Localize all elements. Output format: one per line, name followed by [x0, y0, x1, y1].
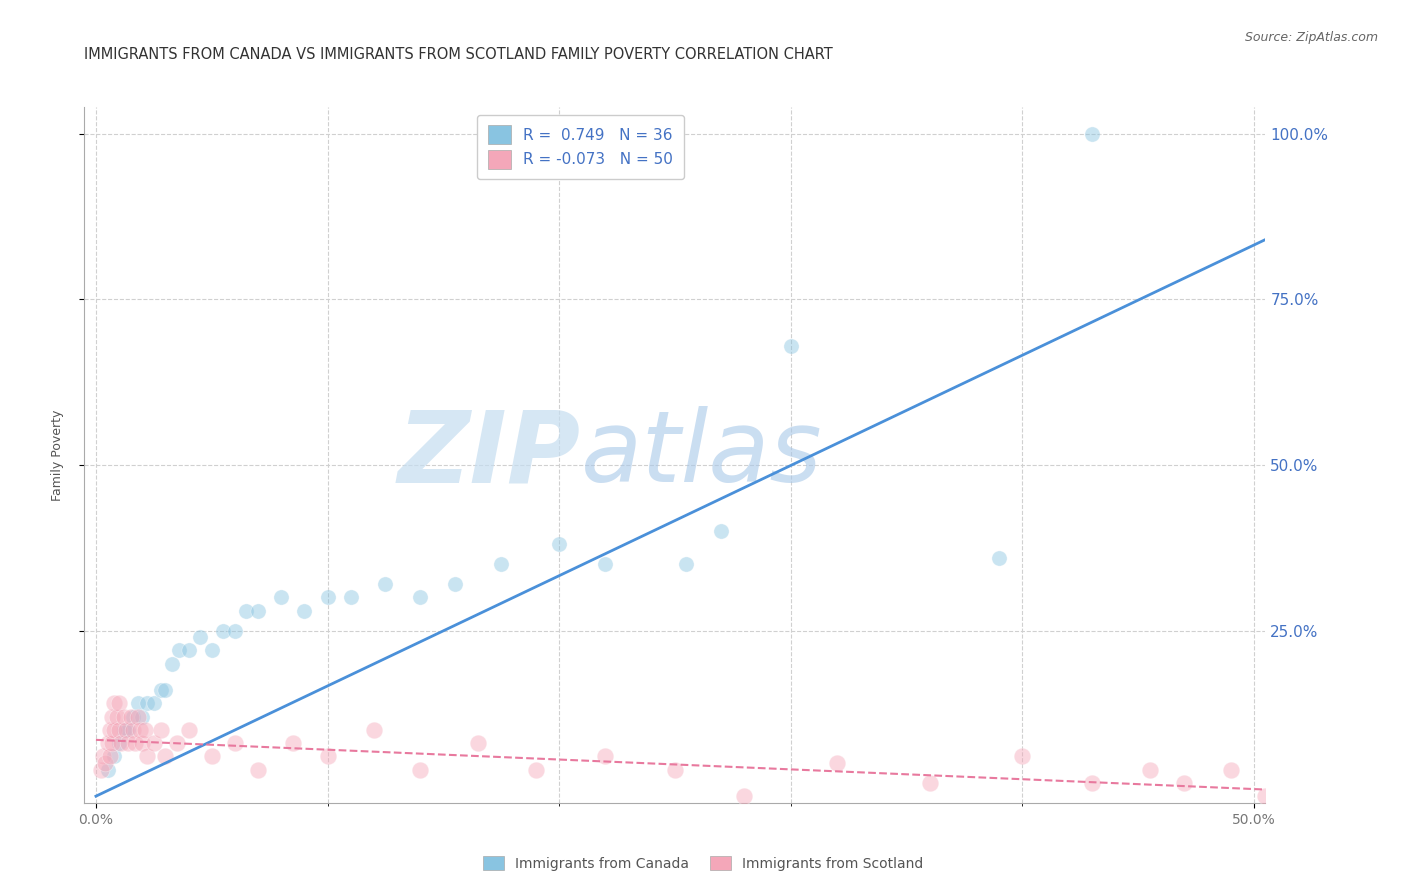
Point: [595, 749, 617, 764]
Point: [134, 723, 156, 737]
Point: [112, 723, 135, 737]
Point: [409, 591, 432, 605]
Point: [489, 558, 512, 572]
Point: [779, 338, 801, 352]
Point: [201, 643, 224, 657]
Point: [103, 697, 125, 711]
Point: [149, 723, 172, 737]
Point: [149, 683, 172, 698]
Point: [110, 736, 132, 750]
Point: [122, 723, 145, 737]
Point: [339, 591, 361, 605]
Point: [177, 643, 200, 657]
Text: atlas: atlas: [581, 407, 823, 503]
Point: [988, 550, 1011, 565]
Point: [108, 736, 131, 750]
Point: [91, 749, 114, 764]
Point: [548, 537, 571, 551]
Point: [1219, 763, 1241, 777]
Point: [1254, 789, 1277, 804]
Point: [224, 736, 246, 750]
Point: [112, 709, 135, 723]
Point: [177, 723, 200, 737]
Point: [131, 736, 153, 750]
Point: [1011, 749, 1033, 764]
Point: [98, 749, 121, 764]
Text: IMMIGRANTS FROM CANADA VS IMMIGRANTS FROM SCOTLAND FAMILY POVERTY CORRELATION CH: IMMIGRANTS FROM CANADA VS IMMIGRANTS FRO…: [84, 47, 834, 62]
Point: [316, 591, 339, 605]
Point: [201, 749, 224, 764]
Point: [212, 624, 235, 638]
Point: [115, 723, 138, 737]
Point: [98, 723, 121, 737]
Point: [129, 723, 152, 737]
Point: [117, 723, 139, 737]
Point: [281, 736, 304, 750]
Point: [825, 756, 848, 770]
Point: [1139, 763, 1161, 777]
Point: [1080, 776, 1102, 790]
Point: [247, 604, 270, 618]
Point: [675, 558, 697, 572]
Point: [316, 749, 339, 764]
Point: [108, 697, 131, 711]
Point: [224, 624, 246, 638]
Point: [363, 723, 385, 737]
Point: [166, 736, 188, 750]
Text: Source: ZipAtlas.com: Source: ZipAtlas.com: [1244, 31, 1378, 45]
Point: [918, 776, 941, 790]
Point: [120, 709, 142, 723]
Point: [524, 763, 547, 777]
Point: [96, 763, 118, 777]
Point: [135, 697, 157, 711]
Point: [108, 723, 131, 737]
Point: [374, 577, 396, 591]
Point: [135, 749, 157, 764]
Point: [1173, 776, 1195, 790]
Point: [710, 524, 733, 538]
Point: [124, 736, 146, 750]
Point: [90, 763, 112, 777]
Point: [235, 604, 257, 618]
Point: [155, 683, 177, 698]
Point: [444, 577, 467, 591]
Point: [103, 749, 125, 764]
Point: [101, 736, 124, 750]
Point: [188, 630, 211, 644]
Point: [117, 736, 139, 750]
Point: [101, 709, 124, 723]
Point: [142, 697, 165, 711]
Point: [247, 763, 270, 777]
Point: [127, 709, 149, 723]
Point: [122, 709, 145, 723]
Point: [664, 763, 686, 777]
Point: [94, 756, 117, 770]
Legend: R =  0.749   N = 36, R = -0.073   N = 50: R = 0.749 N = 36, R = -0.073 N = 50: [477, 115, 683, 179]
Point: [595, 558, 617, 572]
Point: [1080, 127, 1102, 141]
Point: [142, 736, 165, 750]
Y-axis label: Family Poverty: Family Poverty: [51, 409, 63, 500]
Point: [105, 709, 128, 723]
Text: ZIP: ZIP: [398, 407, 581, 503]
Point: [467, 736, 489, 750]
Point: [169, 643, 191, 657]
Point: [162, 657, 184, 671]
Point: [292, 604, 315, 618]
Point: [733, 789, 755, 804]
Point: [131, 709, 153, 723]
Legend: Immigrants from Canada, Immigrants from Scotland: Immigrants from Canada, Immigrants from …: [478, 850, 928, 876]
Point: [103, 723, 125, 737]
Point: [409, 763, 432, 777]
Point: [96, 736, 118, 750]
Point: [155, 749, 177, 764]
Point: [127, 697, 149, 711]
Point: [270, 591, 292, 605]
